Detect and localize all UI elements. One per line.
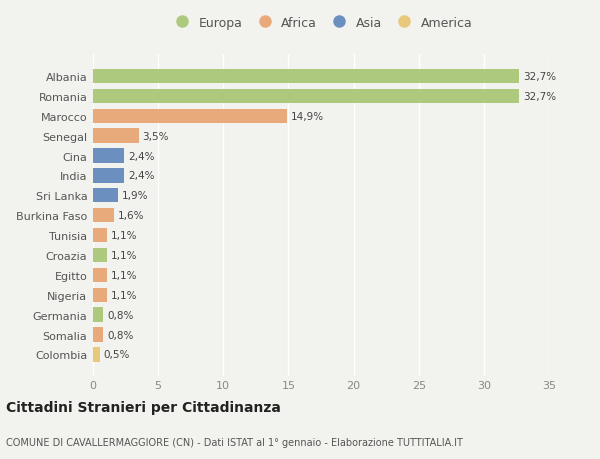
Bar (93, 208, 114, 223)
Bar (93, 229, 107, 243)
Text: Cittadini Stranieri per Cittadinanza: Cittadini Stranieri per Cittadinanza (6, 400, 281, 414)
Text: 32,7%: 32,7% (523, 92, 556, 101)
Text: 14,9%: 14,9% (291, 112, 324, 122)
Text: 32,7%: 32,7% (523, 72, 556, 82)
Text: 1,6%: 1,6% (118, 211, 144, 221)
Text: 0,8%: 0,8% (107, 330, 134, 340)
Bar (93, 288, 107, 302)
Text: 2,4%: 2,4% (128, 151, 155, 161)
Text: 1,1%: 1,1% (111, 270, 138, 280)
Bar (93, 347, 100, 362)
Text: 3,5%: 3,5% (143, 131, 169, 141)
Bar (93, 189, 118, 203)
Bar (93, 308, 103, 322)
Text: 1,1%: 1,1% (111, 230, 138, 241)
Bar (93, 70, 519, 84)
Bar (93, 90, 519, 104)
Bar (93, 268, 107, 282)
Text: 1,1%: 1,1% (111, 290, 138, 300)
Text: 0,5%: 0,5% (103, 350, 130, 359)
Bar (93, 248, 107, 263)
Bar (93, 149, 124, 163)
Bar (93, 129, 139, 144)
Text: COMUNE DI CAVALLERMAGGIORE (CN) - Dati ISTAT al 1° gennaio - Elaborazione TUTTIT: COMUNE DI CAVALLERMAGGIORE (CN) - Dati I… (6, 437, 463, 447)
Bar (93, 328, 103, 342)
Text: 1,1%: 1,1% (111, 251, 138, 260)
Bar (93, 109, 287, 123)
Legend: Europa, Africa, Asia, America: Europa, Africa, Asia, America (164, 11, 478, 34)
Text: 1,9%: 1,9% (122, 191, 148, 201)
Text: 0,8%: 0,8% (107, 310, 134, 320)
Bar (93, 169, 124, 183)
Text: 2,4%: 2,4% (128, 171, 155, 181)
